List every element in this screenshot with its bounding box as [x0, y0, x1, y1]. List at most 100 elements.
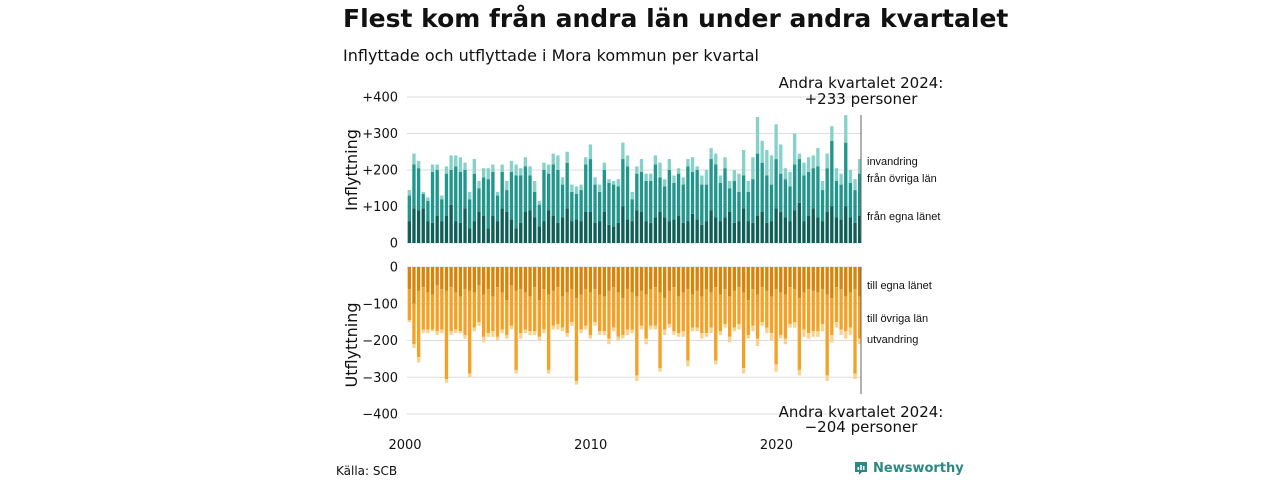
bar-från-övriga-län: [458, 171, 463, 223]
bar-från-egna-länet: [584, 211, 588, 243]
bar-till-egna-länet: [793, 267, 797, 290]
bar-invandring: [533, 180, 537, 192]
bar-till-egna-länet: [700, 267, 704, 297]
bar-till-egna-länet: [695, 267, 699, 291]
bar-invandring: [746, 180, 750, 192]
series-label: till övriga län: [867, 313, 928, 325]
bar-invandring: [718, 175, 723, 183]
bar-utvandring: [616, 336, 620, 341]
bar-till-egna-länet: [588, 267, 593, 293]
bar-till-egna-länet: [579, 267, 583, 295]
bar-till-egna-länet: [737, 267, 741, 288]
bar-invandring: [528, 166, 532, 176]
series-label: till egna länet: [867, 280, 932, 292]
bar-invandring: [537, 201, 541, 205]
bar-invandring: [751, 157, 755, 180]
bar-till-egna-länet: [690, 267, 695, 295]
bar-till-egna-länet: [523, 267, 528, 293]
bar-utvandring: [481, 336, 486, 343]
bar-från-övriga-län: [695, 170, 699, 220]
bar-invandring: [802, 162, 806, 176]
bar-till-övriga-län: [421, 287, 425, 330]
bar-utvandring: [630, 329, 634, 334]
bar-från-övriga-län: [537, 204, 541, 227]
bar-utvandring: [816, 331, 820, 337]
bar-till-egna-länet: [430, 267, 435, 295]
bar-från-övriga-län: [519, 175, 523, 223]
bar-utvandring: [820, 323, 825, 332]
bar-utvandring: [449, 331, 453, 335]
bar-till-egna-länet: [811, 267, 815, 291]
bar-invandring: [797, 153, 801, 160]
brand-logo: Newsworthy: [854, 461, 964, 476]
bar-till-övriga-län: [491, 296, 495, 332]
bar-från-övriga-län: [760, 162, 764, 212]
bar-utvandring: [783, 338, 788, 345]
bar-invandring: [444, 166, 449, 174]
bar-från-egna-länet: [560, 217, 565, 243]
bar-från-egna-länet: [458, 222, 463, 243]
bar-invandring: [653, 155, 658, 165]
bar-invandring: [625, 155, 630, 167]
bar-från-övriga-län: [732, 180, 736, 223]
bar-till-egna-länet: [481, 267, 486, 295]
bar-utvandring: [500, 329, 504, 334]
bar-från-övriga-län: [495, 195, 500, 222]
bar-till-övriga-län: [570, 289, 574, 323]
bar-från-egna-länet: [853, 222, 857, 243]
bar-till-övriga-län: [458, 296, 463, 332]
bar-utvandring: [769, 333, 774, 341]
bar-invandring: [481, 168, 486, 178]
bar-till-övriga-län: [440, 289, 444, 330]
bar-invandring: [556, 155, 560, 170]
bar-från-övriga-län: [639, 171, 644, 212]
bar-utvandring: [440, 329, 444, 334]
bar-utvandring: [676, 333, 681, 337]
bar-invandring: [560, 177, 565, 185]
bar-från-övriga-län: [491, 171, 495, 216]
bar-från-egna-länet: [765, 222, 769, 243]
bar-till-egna-länet: [788, 267, 792, 288]
bar-från-egna-länet: [751, 222, 755, 243]
bar-till-övriga-län: [714, 287, 718, 361]
bar-till-övriga-län: [728, 296, 732, 337]
bar-till-övriga-län: [426, 292, 430, 330]
bar-utvandring: [653, 325, 658, 330]
bar-till-övriga-län: [732, 290, 736, 328]
bar-till-egna-länet: [509, 267, 514, 286]
bar-från-övriga-län: [514, 175, 518, 229]
bar-utvandring: [714, 360, 718, 365]
bar-invandring: [611, 180, 616, 185]
bar-till-egna-länet: [435, 267, 439, 286]
bar-till-egna-länet: [848, 267, 853, 293]
series-label: från övriga län: [867, 173, 937, 185]
bar-till-övriga-län: [463, 289, 467, 335]
bar-utvandring: [468, 373, 472, 378]
bar-till-egna-länet: [519, 267, 523, 290]
bar-till-egna-länet: [816, 267, 820, 293]
bar-från-egna-länet: [426, 221, 430, 243]
bar-till-övriga-län: [723, 289, 727, 324]
bar-invandring: [630, 191, 634, 200]
bar-från-egna-länet: [463, 208, 467, 243]
bar-utvandring: [495, 336, 500, 341]
bar-invandring: [760, 140, 764, 163]
bar-till-egna-länet: [472, 267, 476, 293]
x-tick-label: 2000: [388, 438, 421, 453]
bar-från-övriga-län: [844, 142, 848, 207]
bar-till-egna-länet: [458, 267, 463, 297]
bar-från-egna-länet: [663, 217, 667, 243]
bar-till-övriga-län: [700, 296, 704, 334]
bar-från-övriga-län: [560, 184, 565, 218]
bar-till-övriga-län: [639, 290, 644, 326]
bar-invandring: [588, 144, 593, 160]
bar-invandring: [570, 184, 574, 192]
bar-invandring: [565, 151, 569, 163]
bar-invandring: [672, 175, 676, 183]
series-label: utvandring: [867, 334, 918, 346]
bar-till-egna-länet: [825, 267, 829, 295]
bar-till-övriga-län: [649, 289, 653, 326]
bar-till-egna-länet: [672, 267, 676, 288]
newsworthy-icon: [855, 462, 867, 475]
bar-från-egna-länet: [755, 215, 760, 244]
